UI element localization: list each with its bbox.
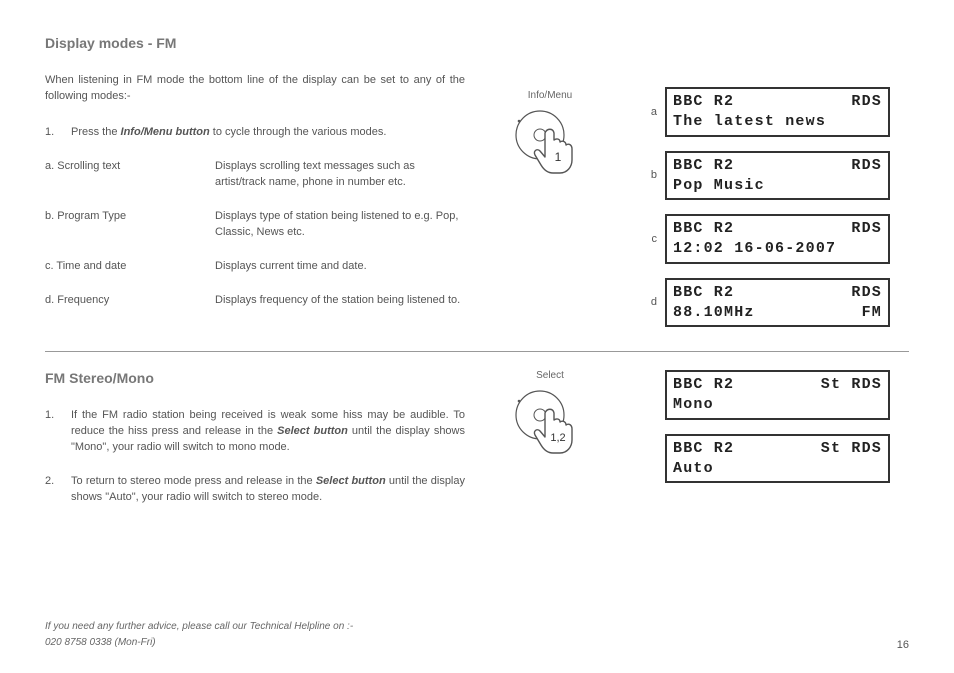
lcd-display: BBC R2RDS Pop Music: [665, 151, 890, 201]
step-number: 1.: [45, 408, 54, 424]
lcd-label: b: [635, 169, 665, 181]
button-label: Select: [485, 370, 615, 381]
section2-text-column: FM Stereo/Mono 1. If the FM radio statio…: [45, 370, 465, 524]
lcd-label: a: [635, 106, 665, 118]
lcd-display: BBC R2St RDS Mono: [665, 370, 890, 420]
mode-desc: Displays current time and date.: [215, 259, 465, 275]
section1-intro: When listening in FM mode the bottom lin…: [45, 73, 465, 105]
button-number-text: 1,2: [550, 432, 565, 444]
lcd-row: BBC R2St RDS Mono: [635, 370, 909, 420]
step-text-bold: Select button: [277, 425, 348, 437]
page-number: 16: [897, 639, 909, 651]
step-number: 1.: [45, 125, 54, 141]
step-text-pre: To return to stereo mode press and relea…: [71, 475, 316, 487]
lcd-display: BBC R2RDS 88.10MHzFM: [665, 278, 890, 328]
mode-key: b. Program Type: [45, 209, 215, 241]
section2-lcd-column: BBC R2St RDS Mono BBC R2St RDS Auto: [635, 370, 909, 524]
lcd-row: b BBC R2RDS Pop Music: [635, 151, 909, 201]
mode-desc: Displays frequency of the station being …: [215, 293, 465, 309]
lcd-display: BBC R2RDS The latest news: [665, 87, 890, 137]
page-footer: If you need any further advice, please c…: [45, 619, 909, 651]
manual-page: Display modes - FM When listening in FM …: [0, 0, 954, 673]
press-hand-icon: 1,2: [485, 385, 615, 465]
section-stereo-mono: FM Stereo/Mono 1. If the FM radio statio…: [45, 370, 909, 524]
lcd-row: c BBC R2RDS 12:02 16-06-2007: [635, 214, 909, 264]
section2-button-column: Select 1,2: [485, 370, 615, 524]
step-text-bold: Select button: [316, 475, 386, 487]
mode-key: d. Frequency: [45, 293, 215, 309]
step-text-bold: Info/Menu button: [121, 126, 210, 138]
section-divider: [45, 351, 909, 352]
lcd-row: a BBC R2RDS The latest news: [635, 87, 909, 137]
mode-row: c. Time and date Displays current time a…: [45, 259, 465, 275]
mode-key: c. Time and date: [45, 259, 215, 275]
step-text-post: to cycle through the various modes.: [210, 126, 387, 138]
step-text-pre: Press the: [71, 126, 121, 138]
modes-table: a. Scrolling text Displays scrolling tex…: [45, 159, 465, 309]
section2-heading: FM Stereo/Mono: [45, 370, 465, 386]
lcd-row: BBC R2St RDS Auto: [635, 434, 909, 484]
mode-desc: Displays scrolling text messages such as…: [215, 159, 465, 191]
lcd-label: d: [635, 296, 665, 308]
helpline-text: If you need any further advice, please c…: [45, 619, 353, 651]
section1-button-column: Info/Menu 1: [485, 35, 615, 341]
mode-desc: Displays type of station being listened …: [215, 209, 465, 241]
lcd-row: d BBC R2RDS 88.10MHzFM: [635, 278, 909, 328]
press-hand-icon: 1: [485, 105, 615, 185]
button-number-text: 1: [555, 150, 562, 164]
section-display-modes: Display modes - FM When listening in FM …: [45, 35, 909, 341]
section1-heading: Display modes - FM: [45, 35, 465, 51]
section2-step2: 2. To return to stereo mode press and re…: [45, 474, 465, 506]
section1-step1: 1. Press the Info/Menu button to cycle t…: [45, 125, 465, 141]
lcd-label: c: [635, 233, 665, 245]
section1-text-column: Display modes - FM When listening in FM …: [45, 35, 465, 341]
button-label: Info/Menu: [485, 90, 615, 101]
section2-step1: 1. If the FM radio station being receive…: [45, 408, 465, 456]
lcd-display: BBC R2RDS 12:02 16-06-2007: [665, 214, 890, 264]
mode-row: b. Program Type Displays type of station…: [45, 209, 465, 241]
mode-row: a. Scrolling text Displays scrolling tex…: [45, 159, 465, 191]
step-number: 2.: [45, 474, 54, 490]
mode-row: d. Frequency Displays frequency of the s…: [45, 293, 465, 309]
lcd-display: BBC R2St RDS Auto: [665, 434, 890, 484]
section1-lcd-column: a BBC R2RDS The latest news b BBC R2RDS …: [635, 35, 909, 341]
mode-key: a. Scrolling text: [45, 159, 215, 191]
